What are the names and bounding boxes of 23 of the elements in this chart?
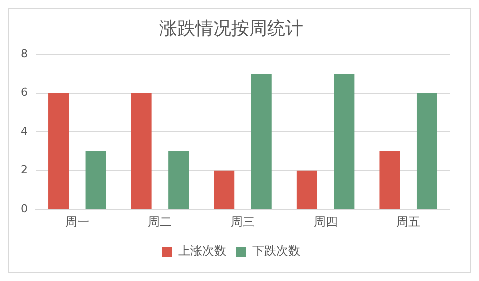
x-tick-label: 周三 bbox=[231, 214, 255, 229]
bar bbox=[380, 151, 400, 210]
y-tick-label: 2 bbox=[21, 164, 28, 177]
bar bbox=[48, 93, 70, 210]
bar bbox=[86, 151, 106, 210]
y-tick-label: 0 bbox=[21, 202, 28, 216]
x-tick-label: 周一 bbox=[65, 214, 90, 229]
bar bbox=[296, 170, 318, 210]
chart-title: 涨跌情况按周统计 bbox=[160, 18, 304, 40]
bar bbox=[168, 151, 190, 210]
x-tick-label: 周四 bbox=[314, 214, 338, 229]
x-tick-label: 周五 bbox=[396, 214, 421, 229]
bar bbox=[416, 93, 438, 210]
y-tick-label: 6 bbox=[21, 86, 28, 100]
bar bbox=[251, 74, 272, 210]
bar bbox=[131, 93, 152, 210]
bar bbox=[334, 74, 355, 210]
y-tick-label: 4 bbox=[21, 124, 28, 138]
x-tick-label: 周二 bbox=[148, 214, 172, 229]
legend-label: 下跌次数 bbox=[252, 244, 300, 258]
legend-label: 上涨次数 bbox=[178, 244, 226, 258]
bar bbox=[214, 170, 235, 210]
y-tick-label: 8 bbox=[21, 47, 28, 60]
